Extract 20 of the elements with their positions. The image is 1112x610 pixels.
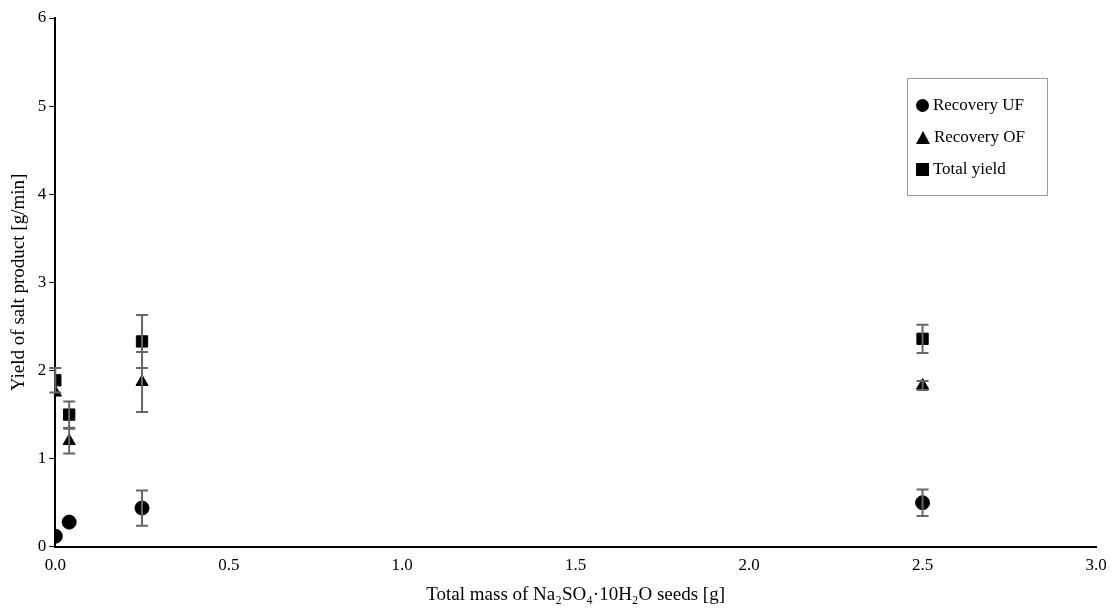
y-tick-label: 0: [37, 536, 47, 556]
x-tick-label: 1.0: [391, 555, 413, 575]
x-tick-label: 0.0: [44, 555, 66, 575]
y-tick-label: 1: [37, 448, 47, 468]
legend-label: Recovery UF: [932, 95, 1024, 115]
point: [61, 514, 77, 530]
x-tick-label: 0.5: [218, 555, 240, 575]
x-tick-label: 3.0: [1085, 555, 1107, 575]
x-tick-label: 2.5: [911, 555, 934, 575]
x-tick-label: 2.0: [738, 555, 760, 575]
legend-label: Recovery OF: [933, 127, 1025, 147]
y-tick-label: 3: [37, 271, 47, 291]
y-tick-label: 5: [37, 95, 47, 115]
y-tick-label: 6: [37, 7, 47, 27]
x-tick-label: 1.5: [565, 555, 587, 575]
legend-label: Total yield: [932, 159, 1006, 179]
x-axis-title: Total mass of Na₂SO₄·10H₂O seeds [g]: [426, 582, 726, 604]
y-axis-title: Yield of salt product [g/min]: [7, 173, 29, 392]
y-tick-label: 2: [37, 360, 47, 379]
y-tick-label: 4: [37, 183, 47, 203]
